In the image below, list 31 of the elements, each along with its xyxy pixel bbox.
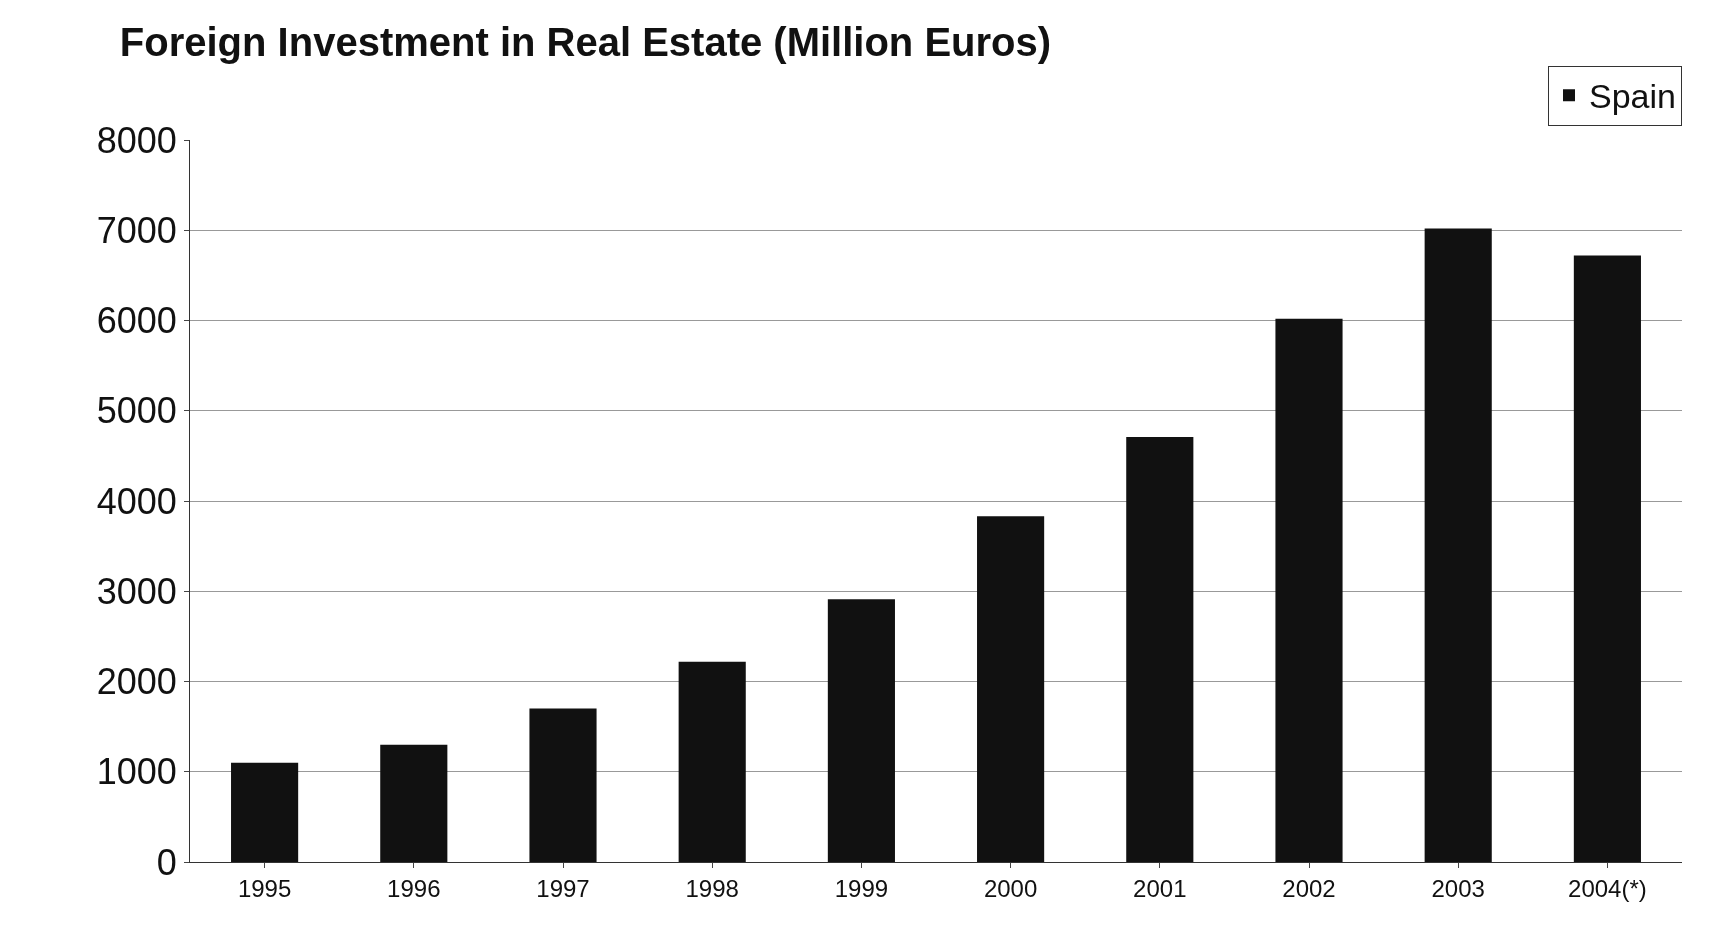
legend-label: Spain — [1589, 77, 1676, 116]
x-tick-label: 1998 — [685, 874, 739, 902]
y-tick-label: 4000 — [96, 480, 177, 522]
chart-title: Foreign Investment in Real Estate (Million Euros) — [119, 19, 1052, 64]
y-tick-label: 6000 — [96, 300, 177, 342]
x-tick-label: 2000 — [983, 874, 1038, 902]
bar — [380, 744, 448, 862]
bar — [678, 661, 746, 862]
bar — [529, 708, 597, 862]
x-tick-label: 1995 — [237, 874, 292, 902]
x-tick-label: 1997 — [536, 874, 590, 902]
bar — [1126, 436, 1194, 862]
bar — [1424, 228, 1492, 862]
x-tick-label: 1999 — [834, 874, 889, 902]
bar — [827, 599, 895, 862]
y-tick-label: 1000 — [96, 751, 177, 793]
y-tick-label: 5000 — [96, 390, 177, 432]
bar — [231, 762, 299, 862]
x-tick-label: 2002 — [1282, 874, 1336, 902]
x-tick-label: 2001 — [1133, 874, 1187, 902]
y-tick-label: 7000 — [96, 209, 177, 251]
y-tick-label: 0 — [156, 841, 177, 883]
x-tick-label: 1996 — [387, 874, 441, 902]
y-tick-label: 8000 — [96, 119, 177, 161]
y-tick-label: 3000 — [96, 570, 177, 612]
bar — [1573, 255, 1641, 862]
bar — [1275, 318, 1343, 862]
x-tick-label: 2004(*) — [1568, 874, 1647, 902]
x-tick-label: 2003 — [1431, 874, 1485, 902]
y-tick-label: 2000 — [96, 661, 177, 703]
bar — [977, 516, 1045, 862]
